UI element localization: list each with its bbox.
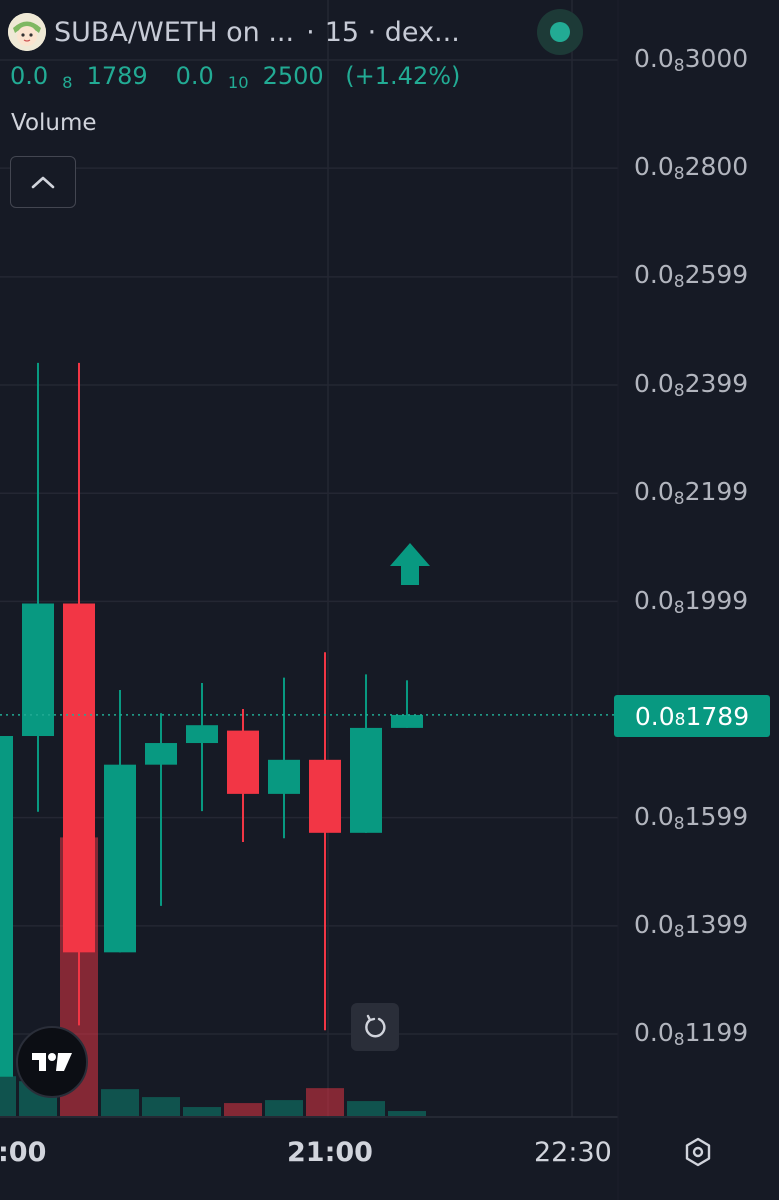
candle-body [309, 759, 341, 833]
volume-bar [101, 1089, 139, 1116]
candle-body [350, 727, 382, 833]
pair-title-area[interactable]: SUBA/WETH on ... · 15 · dex... [54, 17, 460, 48]
tradingview-logo-icon[interactable] [16, 1026, 88, 1098]
candle-body [145, 743, 177, 765]
market-status-indicator[interactable] [537, 9, 583, 55]
time-label-1: :00 [0, 1137, 47, 1168]
time-label-3: 22:30 [534, 1137, 612, 1168]
cartoon-token-avatar-icon[interactable] [8, 13, 46, 51]
reset-chart-button[interactable] [351, 1003, 399, 1051]
price-axis-label: 0.082599 [634, 260, 749, 293]
volume-bar [265, 1100, 303, 1116]
ohlc-values: 0.0 8 1789 0.0 10 2500 (+1.42%) [10, 62, 488, 93]
candle-body [186, 725, 218, 744]
chart-header: SUBA/WETH on ... · 15 · dex... [8, 12, 460, 52]
price-axis-label: 0.083000 [634, 44, 749, 77]
price-axis-label: 0.082199 [634, 477, 749, 510]
price-axis-label: 0.082800 [634, 152, 749, 185]
title-separator: · [306, 16, 315, 48]
chart-settings-button[interactable] [682, 1136, 714, 1168]
candle-body [22, 603, 54, 737]
price-axis-label: 0.081599 [634, 802, 749, 835]
candle-body [227, 730, 259, 794]
price-change: 0.0 10 2500 (+1.42%) [175, 62, 461, 93]
price-axis-label: 0.081399 [634, 910, 749, 943]
price-axis-label: 0.082399 [634, 369, 749, 402]
current-price-label: 0.0 8 1789 [614, 695, 770, 737]
price-axis-label: 0.081199 [634, 1018, 749, 1051]
volume-bar [347, 1101, 385, 1116]
volume-bar [142, 1097, 180, 1116]
candle-layer [0, 362, 423, 1077]
collapse-indicators-button[interactable] [10, 156, 76, 208]
status-dot-icon [550, 22, 570, 42]
candle-body [63, 603, 95, 953]
price-axis-label: 0.081999 [634, 586, 749, 619]
volume-bar [183, 1107, 221, 1116]
candle-body [391, 714, 423, 728]
volume-bar [0, 1076, 16, 1116]
pair-title: SUBA/WETH on ... [54, 16, 295, 48]
candle-body [0, 736, 13, 1077]
time-label-2: 21:00 [287, 1137, 373, 1168]
volume-bar [306, 1088, 344, 1116]
chevron-up-icon [31, 176, 55, 189]
up-arrow-icon [390, 543, 430, 585]
last-price: 0.0 8 1789 [10, 62, 148, 93]
candle-body [268, 759, 300, 794]
hexagon-settings-icon [685, 1137, 711, 1167]
reset-rotate-icon [365, 1014, 386, 1038]
grid-layer [0, 0, 618, 1117]
volume-bar [388, 1111, 426, 1116]
interval-source: 15 · dex... [324, 16, 460, 48]
volume-bar [224, 1103, 262, 1116]
candle-body [104, 764, 136, 953]
volume-indicator-label[interactable]: Volume [11, 110, 97, 136]
